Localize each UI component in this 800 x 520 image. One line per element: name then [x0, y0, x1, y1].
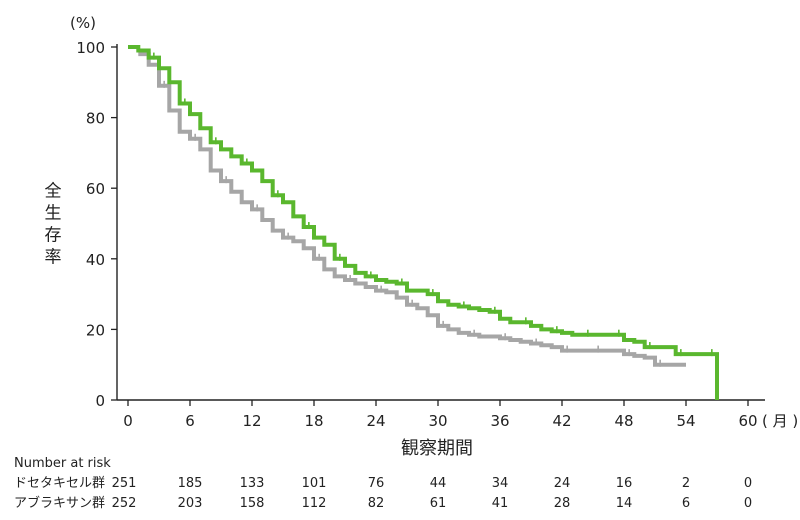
risk-value: 16	[616, 476, 633, 491]
series-line	[128, 45, 719, 400]
risk-row-label: アブラキサン群	[14, 495, 105, 511]
y-unit-label: (%)	[70, 14, 96, 32]
x-tick-label: 30	[428, 412, 447, 430]
risk-value: 44	[430, 476, 447, 491]
y-axis-title-text: 全生存率	[45, 182, 62, 268]
risk-value: 0	[744, 496, 752, 511]
risk-value: 76	[368, 476, 385, 491]
risk-value: 252	[112, 496, 137, 511]
x-tick-label: 60	[738, 412, 757, 430]
risk-value: 41	[492, 496, 509, 511]
y-tick-label: 100	[76, 39, 105, 57]
axes	[116, 44, 765, 401]
risk-value: 185	[178, 476, 203, 491]
series-layer	[128, 45, 719, 400]
y-tick-label: 80	[86, 110, 105, 128]
x-tick-label: 36	[490, 412, 509, 430]
x-tick-label: 6	[185, 412, 195, 430]
risk-value: 82	[368, 496, 385, 511]
x-tick-label: 48	[614, 412, 633, 430]
risk-value: 112	[302, 496, 327, 511]
risk-value: 2	[682, 476, 690, 491]
x-axis-title: 観察期間	[401, 438, 473, 459]
risk-value: 133	[240, 476, 265, 491]
risk-table-title: Number at risk	[14, 456, 111, 471]
y-tick-label: 20	[86, 321, 105, 339]
risk-row-label: ドセタキセル群	[14, 476, 105, 491]
risk-value: 203	[178, 496, 203, 511]
risk-value: 14	[616, 496, 633, 511]
risk-value: 6	[682, 496, 690, 511]
risk-value: 101	[302, 476, 327, 491]
x-tick-label: 42	[552, 412, 571, 430]
risk-value: 34	[492, 476, 509, 491]
x-unit-label: ( 月 )	[762, 412, 798, 430]
risk-value: 0	[744, 476, 752, 491]
risk-value: 251	[112, 476, 137, 491]
y-tick-label: 40	[86, 251, 105, 269]
risk-value: 24	[554, 476, 571, 491]
ticks-layer: 0 20 40 60 80 100 0 6 12 18 24 30 36 42 48 54 60 ( 月 )	[76, 39, 798, 430]
x-tick-label: 24	[366, 412, 385, 430]
x-tick-label: 54	[676, 412, 695, 430]
risk-value: 158	[240, 496, 265, 511]
y-tick-label: 0	[95, 392, 105, 410]
y-axis-title: 全生存率	[45, 182, 62, 268]
series-line	[138, 52, 686, 367]
risk-value: 61	[430, 496, 447, 511]
risk-value: 28	[554, 496, 571, 511]
y-tick-label: 60	[86, 180, 105, 198]
risk-table: Number at risk ドセタキセル群 251 185 133 101 76 44 34 2…	[14, 456, 752, 511]
x-tick-label: 18	[304, 412, 323, 430]
x-tick-label: 12	[242, 412, 261, 430]
x-tick-label: 0	[123, 412, 133, 430]
